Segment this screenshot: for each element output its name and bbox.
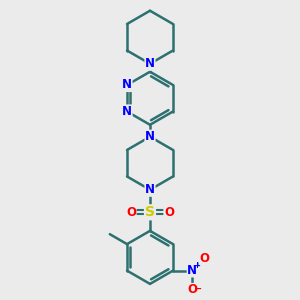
Text: O: O — [126, 206, 136, 219]
Text: N: N — [187, 264, 197, 277]
Text: S: S — [145, 205, 155, 219]
Text: O: O — [164, 206, 174, 219]
Text: N: N — [145, 57, 155, 70]
Text: +: + — [193, 261, 200, 270]
Text: N: N — [145, 130, 155, 143]
Text: −: − — [194, 284, 202, 293]
Text: O: O — [187, 283, 197, 296]
Text: N: N — [145, 183, 155, 196]
Text: N: N — [122, 79, 132, 92]
Text: O: O — [199, 252, 209, 265]
Text: N: N — [122, 105, 132, 118]
